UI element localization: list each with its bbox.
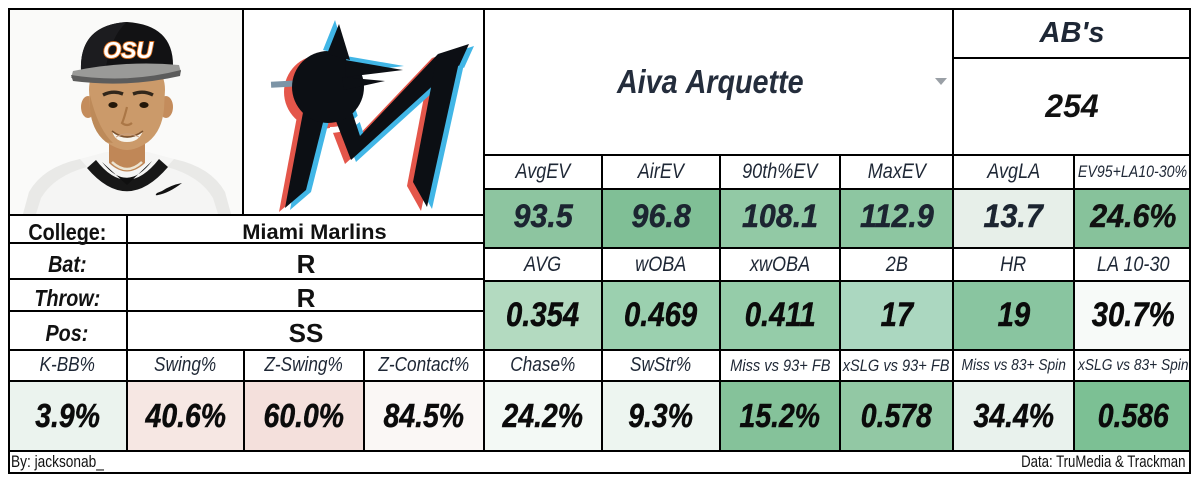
svg-text:OSU: OSU xyxy=(103,37,154,63)
